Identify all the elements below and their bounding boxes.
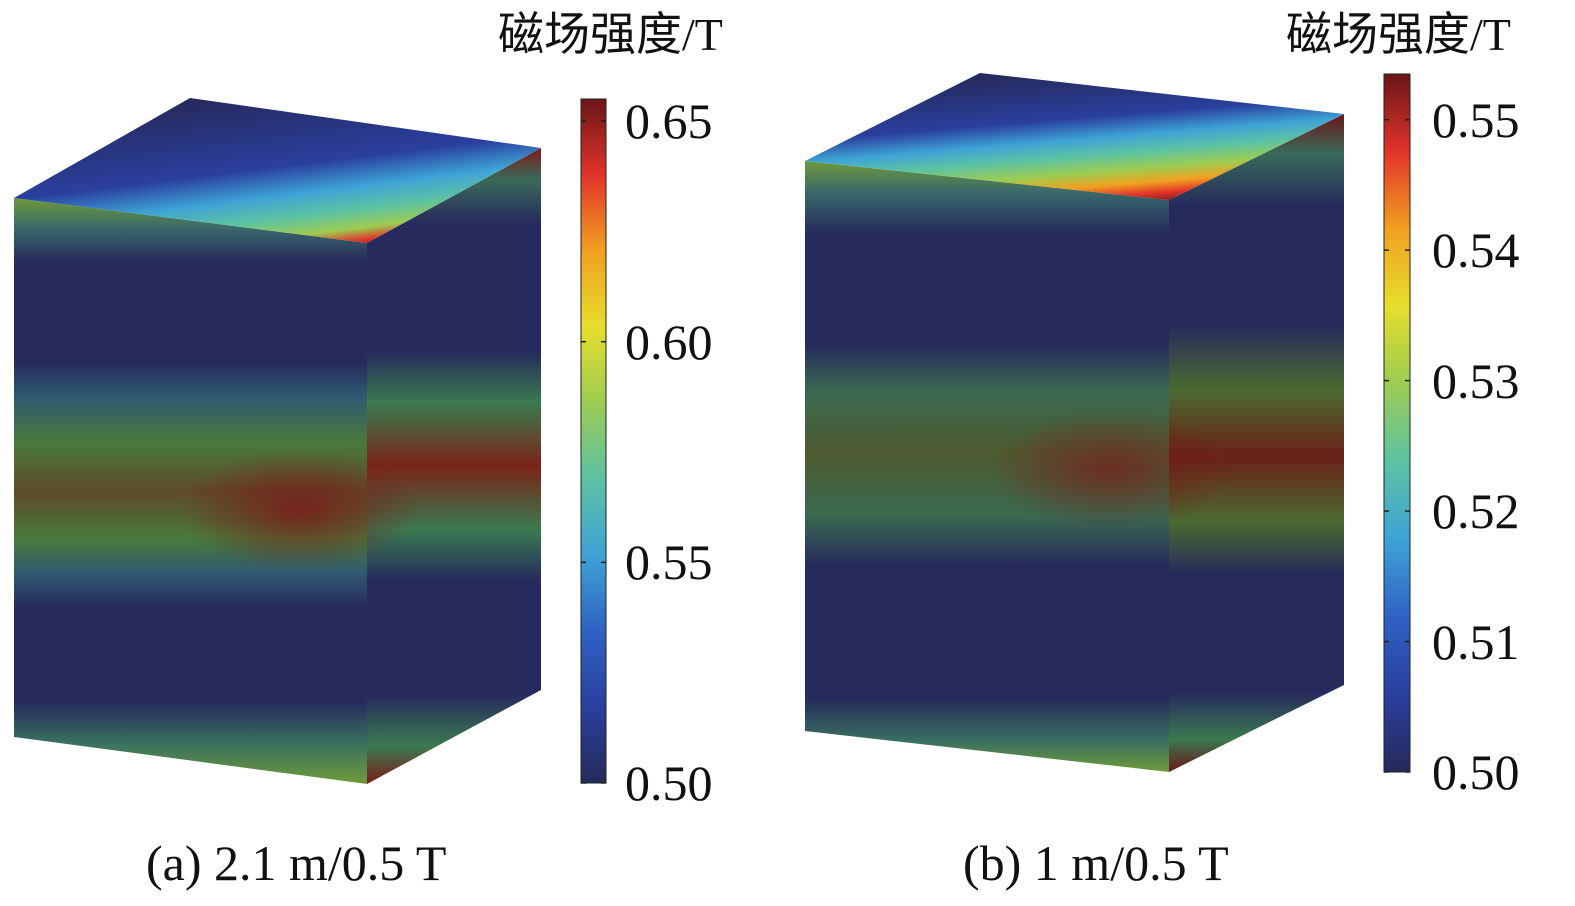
panel-b: 磁场强度/T 0.55 0.54 0.53 0.52 0.51 0.50 (b) 1 m/… — [790, 0, 1575, 906]
colorbar-b — [1383, 73, 1411, 773]
caption-a: (a) 2.1 m/0.5 T — [146, 835, 447, 891]
colorbar-tick-label: 0.65 — [625, 93, 713, 150]
colorbar-a-title: 磁场强度/T — [498, 9, 723, 60]
colorbar-b-title: 磁场强度/T — [1286, 9, 1511, 60]
colorbar-a-bar — [580, 98, 607, 784]
panel-a: 磁场强度/T 0.65 0.60 0.55 0.50 (a) 2.1 m/0.5 T — [0, 0, 780, 906]
colorbar-tick-label: 0.50 — [625, 755, 713, 811]
cube-b-top-face — [805, 73, 1344, 200]
cube-b-hotspot — [990, 410, 1230, 530]
cube-b-front-face — [805, 161, 1169, 772]
cube-b-side-face — [1169, 114, 1344, 772]
colorbar-tick-label: 0.54 — [1432, 222, 1520, 279]
colorbar-tick-label: 0.55 — [625, 534, 713, 591]
colorbar-a — [580, 98, 607, 784]
cube-a-field-plot — [14, 98, 541, 784]
cube-a-side-face — [367, 148, 541, 784]
cube-b-field-plot — [805, 73, 1344, 772]
colorbar-tick-label: 0.60 — [625, 313, 713, 370]
cube-a-top-face — [14, 98, 541, 243]
colorbar-tick-label: 0.53 — [1432, 352, 1520, 409]
colorbar-tick-label: 0.52 — [1432, 483, 1520, 540]
cube-a-hotspot — [180, 450, 420, 570]
colorbar-tick-label: 0.50 — [1432, 744, 1520, 800]
colorbar-tick-label: 0.55 — [1432, 91, 1520, 148]
caption-b: (b) 1 m/0.5 T — [963, 835, 1229, 891]
colorbar-b-bar — [1383, 73, 1411, 773]
colorbar-tick-label: 0.51 — [1432, 613, 1520, 670]
